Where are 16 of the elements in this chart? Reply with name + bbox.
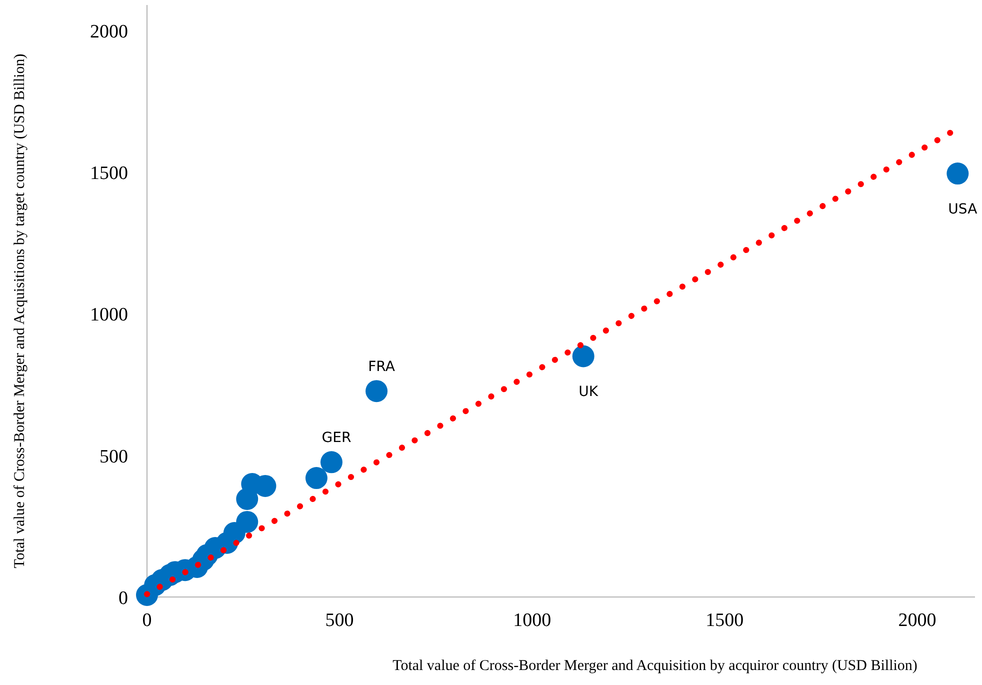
x-tick-label: 2000 xyxy=(898,610,936,631)
annotation: UK xyxy=(578,384,599,400)
annotation: USA xyxy=(948,202,978,218)
y-axis-title: Total value of Cross-Border Merger and Acquisitions by target country (USD Billion) xyxy=(12,54,28,568)
y-tick-label: 1500 xyxy=(90,163,128,184)
x-tick-label: 500 xyxy=(325,610,354,631)
x-tick-label: 1000 xyxy=(513,610,552,631)
y-tick-label: 2000 xyxy=(90,21,128,42)
y-tick-label: 1000 xyxy=(90,304,128,326)
annotation: FRA xyxy=(368,359,396,376)
y-tick-label: 0 xyxy=(118,588,128,609)
x-axis-title: Total value of Cross-Border Merger and Acquisition by acquiror country (USD Billion) xyxy=(392,658,918,674)
annotation: GER xyxy=(322,430,352,446)
x-tick-label: 0 xyxy=(142,610,152,631)
y-tick-label: 500 xyxy=(100,446,128,468)
x-tick-label: 1500 xyxy=(706,610,744,631)
